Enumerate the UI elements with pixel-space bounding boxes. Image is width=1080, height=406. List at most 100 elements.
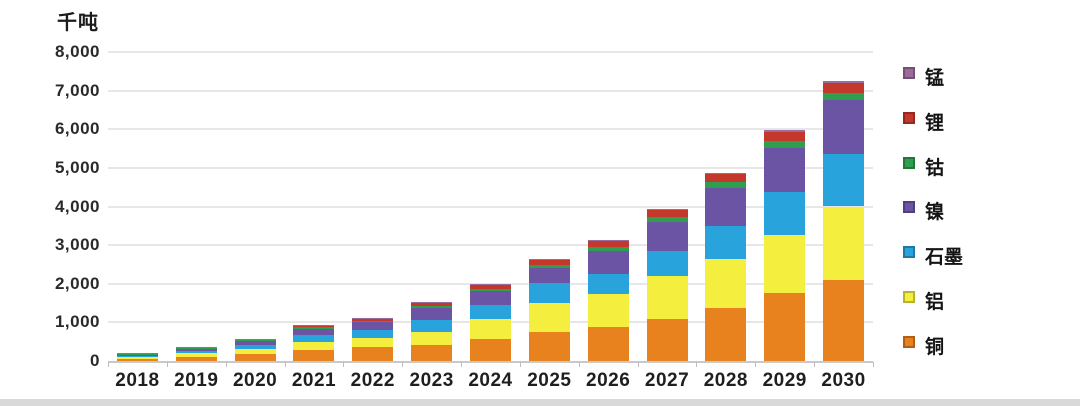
- x-axis-tick: [578, 362, 580, 367]
- gridline-3000: [108, 244, 873, 247]
- x-axis-tick: [166, 362, 168, 367]
- bar-segment-石墨-2021: [293, 335, 335, 343]
- bar-segment-镍-2027: [646, 221, 688, 251]
- x-axis-tick: [284, 362, 286, 367]
- bar-segment-钴-2024: [470, 288, 511, 292]
- bar-segment-铜-2024: [470, 338, 511, 361]
- bar-segment-铝-2029: [764, 234, 806, 294]
- bar-segment-锰-2029: [764, 130, 806, 132]
- y-tick-label: 4,000: [54, 196, 100, 216]
- bar-segment-镍-2023: [411, 308, 453, 321]
- bar-segment-钴-2023: [411, 306, 453, 309]
- x-axis-label-2025: 2025: [527, 370, 572, 391]
- bar-segment-镍-2030: [823, 100, 865, 155]
- legend-label-石墨: 石墨: [925, 247, 964, 269]
- bar-segment-钴-2029: [764, 141, 806, 148]
- bar-segment-锂-2028: [705, 174, 747, 183]
- legend-label-铝: 铝: [925, 292, 945, 313]
- bar-segment-锂-2024: [470, 284, 511, 289]
- bar-segment-锂-2019: [175, 347, 217, 349]
- bar-segment-铜-2018: [116, 358, 158, 361]
- bottom-edge-strip: [0, 399, 1080, 406]
- gridline-5000: [108, 166, 873, 169]
- bar-segment-石墨-2025: [528, 282, 570, 304]
- x-axis-label-2023: 2023: [409, 370, 454, 391]
- bar-segment-锰-2027: [646, 209, 688, 211]
- x-axis-tick: [461, 362, 463, 367]
- bar-segment-锂-2021: [293, 325, 335, 327]
- gridline-4000: [108, 205, 873, 208]
- bar-segment-铝-2027: [646, 276, 688, 319]
- bar-segment-锰-2023: [411, 301, 453, 303]
- bar-segment-铜-2029: [764, 293, 806, 361]
- bar-segment-铝-2022: [352, 337, 394, 348]
- bar-segment-镍-2025: [528, 267, 570, 283]
- x-axis-label-2021: 2021: [291, 370, 337, 391]
- bar-segment-铝-2024: [470, 318, 511, 339]
- x-axis-label-2027: 2027: [644, 370, 690, 391]
- legend-label-钴: 钴: [925, 157, 945, 179]
- bar-segment-铜-2019: [175, 356, 217, 361]
- bar-segment-钴-2021: [293, 327, 335, 329]
- legend-swatch-铝: [903, 291, 915, 303]
- bar-segment-铝-2028: [705, 259, 747, 308]
- x-axis-tick: [873, 362, 874, 367]
- legend-swatch-锰: [903, 67, 915, 79]
- bar-segment-锂-2018: [116, 353, 158, 355]
- legend-swatch-铜: [903, 335, 915, 348]
- bar-segment-铜-2023: [411, 344, 453, 361]
- x-axis-tick: [637, 362, 639, 367]
- x-axis-label-2030: 2030: [821, 370, 866, 391]
- x-axis-tick: [814, 362, 816, 367]
- gridline-6000: [108, 128, 873, 131]
- x-axis-tick: [402, 362, 404, 367]
- bar-segment-铜-2028: [705, 307, 747, 361]
- bar-segment-铜-2020: [234, 354, 276, 361]
- bar-segment-镍-2022: [352, 322, 394, 331]
- y-tick-label: 5,000: [54, 157, 100, 177]
- bar-segment-锂-2029: [764, 131, 806, 142]
- x-axis-label-2028: 2028: [703, 370, 749, 391]
- bar-segment-镍-2018: [116, 354, 158, 356]
- x-axis-label-2026: 2026: [586, 370, 631, 391]
- bar-segment-铝-2018: [116, 357, 158, 359]
- y-tick-label: 7,000: [54, 80, 100, 100]
- bar-segment-镍-2026: [587, 250, 629, 275]
- y-tick-label: 1,000: [54, 312, 100, 332]
- legend-label-锰: 锰: [925, 68, 945, 89]
- y-axis-unit-label: 千吨: [57, 12, 99, 34]
- bar-segment-钴-2027: [646, 217, 688, 222]
- bar-segment-锂-2023: [411, 302, 453, 307]
- legend-label-锂: 锂: [925, 112, 945, 134]
- bar-segment-锂-2020: [234, 338, 276, 341]
- bar-segment-钴-2026: [587, 247, 629, 251]
- bar-segment-锰-2025: [528, 258, 570, 260]
- bar-segment-锂-2026: [587, 241, 629, 248]
- bar-segment-石墨-2022: [352, 330, 394, 338]
- bar-segment-锂-2027: [646, 210, 688, 218]
- y-tick-label: 2,000: [54, 273, 100, 293]
- bar-segment-镍-2020: [234, 340, 276, 345]
- bar-segment-铝-2025: [528, 303, 570, 333]
- bar-segment-石墨-2018: [116, 355, 158, 358]
- bar-segment-铜-2026: [587, 327, 629, 361]
- x-axis-label-2020: 2020: [232, 370, 278, 391]
- bar-segment-锰-2026: [587, 240, 629, 242]
- bar-segment-石墨-2019: [175, 350, 217, 354]
- x-axis-tick: [696, 362, 698, 367]
- legend-swatch-锂: [903, 111, 915, 124]
- bar-segment-铜-2022: [352, 347, 394, 361]
- x-axis-tick: [225, 362, 227, 367]
- bar-segment-石墨-2023: [411, 320, 453, 333]
- legend-swatch-镍: [903, 201, 915, 214]
- x-axis-label-2019: 2019: [174, 370, 219, 391]
- legend-swatch-石墨: [903, 246, 915, 259]
- x-axis-label-2022: 2022: [350, 370, 395, 391]
- bar-segment-锰-2022: [352, 317, 394, 319]
- bar-segment-锂-2025: [528, 259, 570, 265]
- x-axis-tick: [108, 362, 109, 367]
- x-axis-tick: [755, 362, 757, 367]
- bar-segment-钴-2030: [823, 93, 865, 101]
